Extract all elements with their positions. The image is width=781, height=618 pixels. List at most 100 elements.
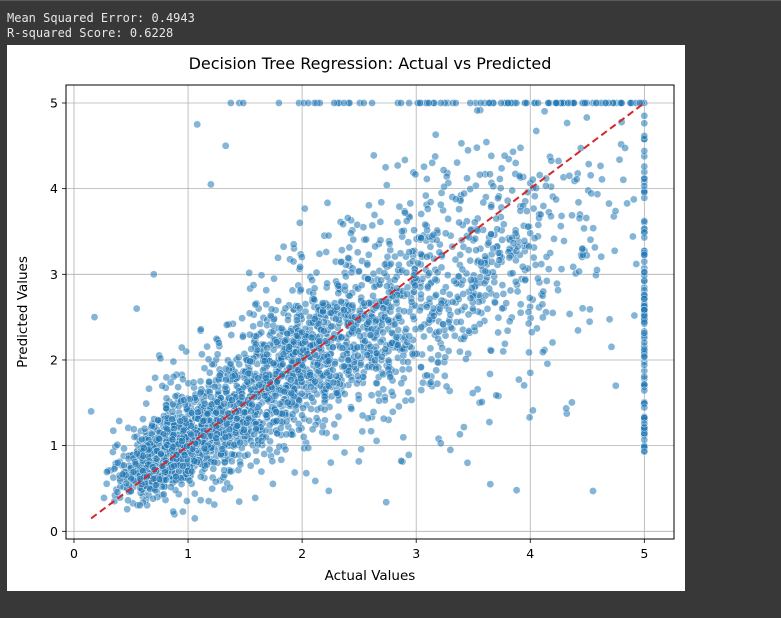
scatter-point <box>227 457 236 466</box>
scatter-point <box>353 220 362 229</box>
scatter-point <box>593 266 601 274</box>
scatter-point <box>221 141 230 150</box>
scatter-point <box>640 119 649 128</box>
scatter-point <box>305 416 314 425</box>
scatter-point <box>362 235 371 244</box>
scatter-point <box>423 252 431 261</box>
scatter-point <box>205 378 213 386</box>
scatter-point <box>281 445 290 454</box>
scatter-point <box>304 444 313 452</box>
scatter-point <box>417 290 425 299</box>
scatter-point <box>337 297 345 306</box>
scatter-point <box>454 272 463 281</box>
scatter-point <box>200 364 209 373</box>
scatter-point <box>423 371 431 380</box>
scatter-point <box>492 291 501 300</box>
scatter-point <box>358 411 367 420</box>
scatter-point <box>576 144 585 152</box>
scatter-point <box>313 360 322 369</box>
x-axis-label: Actual Values <box>325 568 416 584</box>
scatter-point <box>397 457 406 465</box>
reference-line-group <box>90 102 645 520</box>
scatter-point <box>210 382 219 391</box>
scatter-point <box>525 413 534 422</box>
scatter-point <box>503 196 512 205</box>
scatter-point <box>611 207 620 215</box>
scatter-point <box>523 207 531 215</box>
y-tick-label: 1 <box>50 438 58 453</box>
scatter-point <box>341 282 349 291</box>
scatter-point <box>500 151 509 160</box>
scatter-point <box>431 152 440 161</box>
scatter-point <box>307 405 315 413</box>
scatter-point <box>455 205 463 214</box>
scatter-point <box>420 332 428 341</box>
scatter-point <box>508 186 517 195</box>
scatter-point <box>509 239 518 247</box>
scatter-point <box>359 99 368 107</box>
scatter-point <box>464 146 472 155</box>
scatter-point <box>221 433 230 441</box>
scatter-point <box>498 236 506 244</box>
scatter-point <box>408 350 417 358</box>
scatter-point <box>330 420 339 429</box>
scatter-point <box>426 242 435 251</box>
scatter-point <box>151 373 159 382</box>
scatter-point <box>468 284 476 292</box>
scatter-point <box>275 442 284 451</box>
scatter-point <box>368 221 377 230</box>
scatter-point <box>310 315 319 323</box>
scatter-point <box>434 334 442 343</box>
scatter-point <box>152 481 160 489</box>
scatter-point <box>220 458 229 467</box>
scatter-point <box>304 99 313 107</box>
scatter-point <box>190 457 199 466</box>
scatter-point <box>296 263 304 271</box>
scatter-point <box>218 445 227 453</box>
scatter-point <box>505 317 514 326</box>
scatter-point <box>102 479 111 488</box>
scatter-point <box>306 370 315 379</box>
scatter-point <box>489 244 497 253</box>
scatter-point <box>353 372 362 381</box>
scatter-point <box>376 337 385 346</box>
scatter-point <box>589 487 597 495</box>
scatter-point <box>224 409 232 418</box>
scatter-point <box>168 415 176 424</box>
scatter-point <box>405 248 413 256</box>
scatter-point <box>131 460 140 468</box>
scatter-point <box>133 449 142 458</box>
scatter-point <box>295 219 304 227</box>
scatter-point <box>168 400 177 409</box>
scatter-point <box>630 311 639 320</box>
scatter-point <box>498 281 507 289</box>
scatter-point <box>432 291 440 299</box>
scatter-point <box>550 235 558 243</box>
scatter-point <box>353 248 362 257</box>
scatter-point <box>363 260 372 269</box>
scatter-point <box>204 355 213 364</box>
scatter-point <box>470 323 479 332</box>
scatter-point <box>405 365 413 373</box>
scatter-point <box>239 99 248 107</box>
scatter-point <box>564 99 572 107</box>
scatter-point <box>502 299 511 307</box>
scatter-point <box>496 175 504 183</box>
scatter-point <box>369 408 378 416</box>
scatter-point <box>552 99 560 107</box>
scatter-point <box>556 222 565 230</box>
scatter-point <box>273 429 282 438</box>
scatter-point <box>640 311 649 320</box>
scatter-point <box>312 414 321 422</box>
scatter-point <box>322 368 331 377</box>
scatter-point <box>611 381 620 390</box>
scatter-point <box>492 214 501 223</box>
scatter-point <box>460 332 469 341</box>
scatter-point <box>308 425 317 434</box>
scatter-point <box>586 305 594 314</box>
scatter-point <box>586 235 595 244</box>
scatter-point <box>365 201 373 210</box>
scatter-point <box>187 430 196 439</box>
scatter-point <box>396 249 405 258</box>
scatter-point <box>199 417 208 425</box>
